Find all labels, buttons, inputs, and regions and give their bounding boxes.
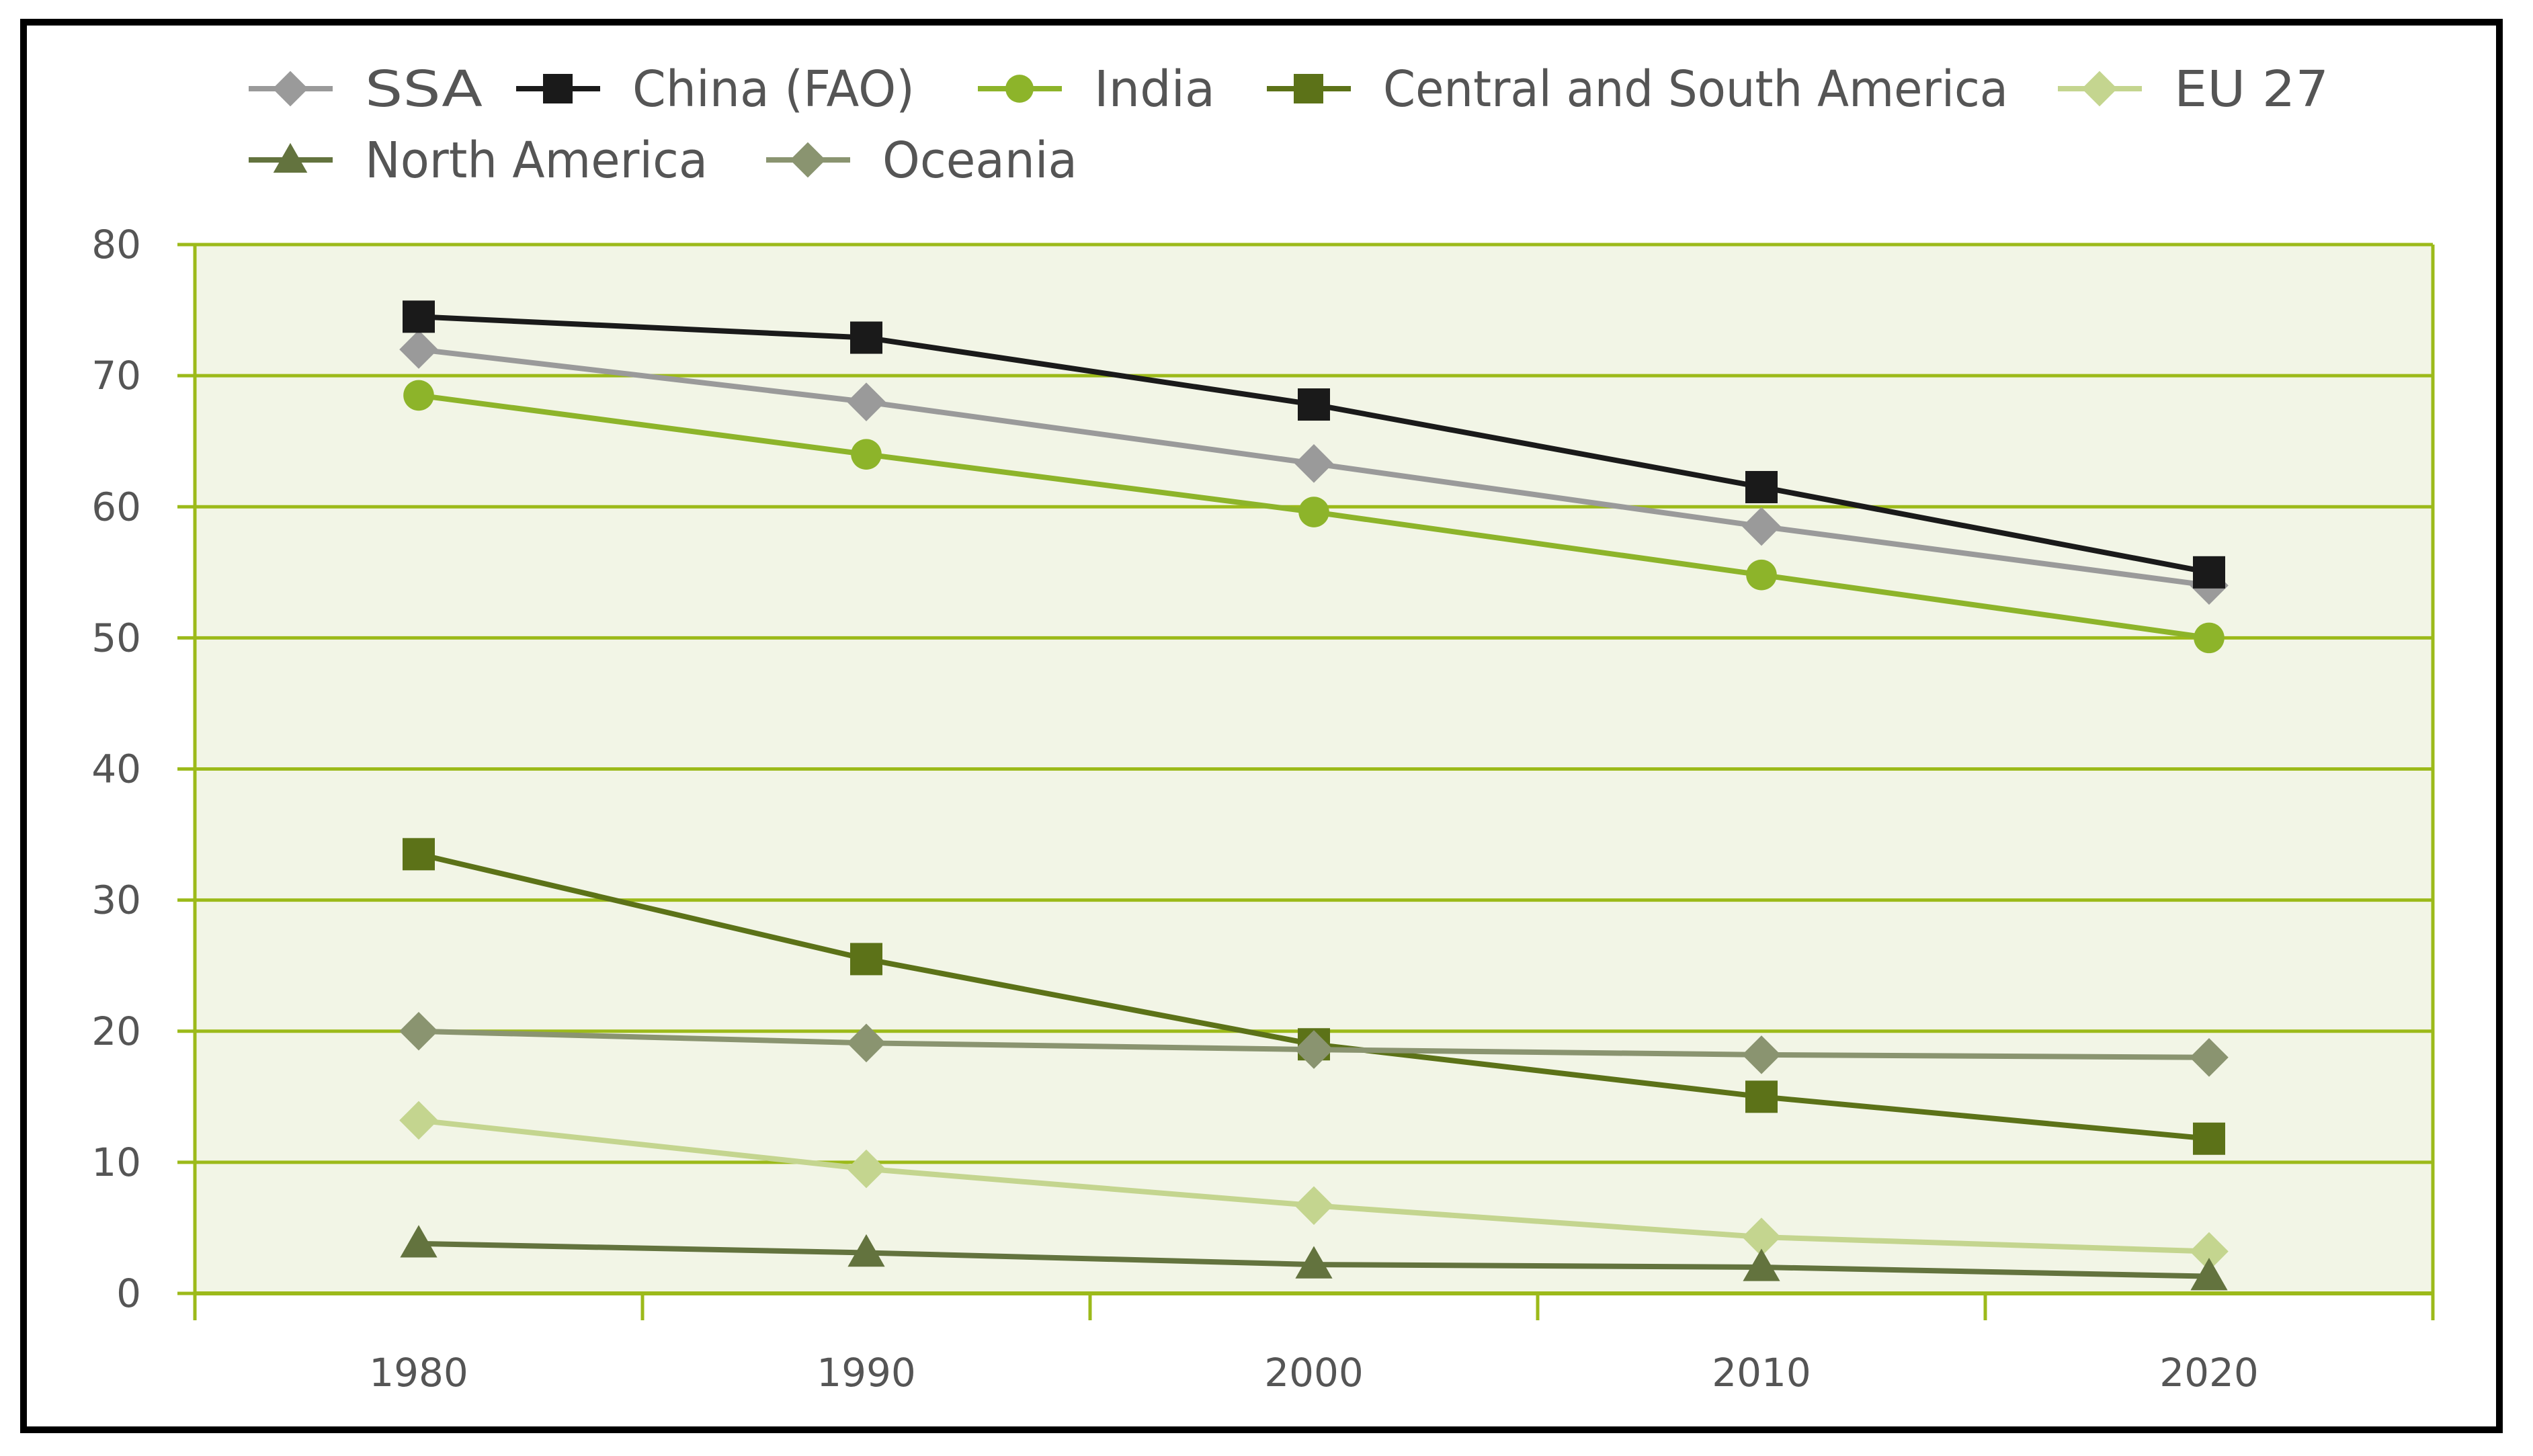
data-point-china-fao-1990 [850, 321, 882, 354]
data-point-china-fao-1980 [403, 300, 435, 333]
legend-marker-oceania [790, 142, 826, 178]
data-point-eu-27-2020 [2190, 1232, 2229, 1271]
x-tick-label: 2010 [1712, 1350, 1811, 1396]
data-point-eu-27-1990 [847, 1149, 886, 1189]
data-point-china-fao-2000 [1298, 388, 1330, 421]
data-point-eu-27-1980 [399, 1101, 438, 1140]
data-point-central-and-south-america-2010 [1745, 1080, 1778, 1113]
series-eu-27 [399, 1101, 2229, 1271]
data-point-ssa-2010 [1742, 507, 1781, 546]
legend-label: EU 27 [2174, 60, 2329, 118]
data-point-india-1990 [851, 439, 882, 470]
legend-marker-ssa [272, 71, 308, 107]
legend-label: Central and South America [1383, 60, 2008, 118]
series-layer [399, 300, 2229, 1291]
y-tick-label: 20 [91, 1009, 141, 1054]
data-point-central-and-south-america-2020 [2193, 1122, 2225, 1155]
legend-item-ssa: SSA [249, 60, 483, 118]
data-point-china-fao-2010 [1745, 470, 1778, 503]
y-tick-label: 60 [91, 484, 141, 529]
data-point-india-2010 [1746, 559, 1777, 591]
data-point-china-fao-2020 [2193, 556, 2225, 589]
series-india [403, 380, 2225, 654]
x-tick-label: 1980 [369, 1350, 468, 1396]
legend-item-china-fao: China (FAO) [516, 60, 915, 118]
data-point-eu-27-2000 [1294, 1186, 1333, 1226]
data-point-oceania-1990 [847, 1023, 886, 1063]
legend: SSA China (FAO) India Central and South Ame… [249, 60, 2329, 189]
legend-marker-north-america [273, 142, 308, 173]
y-tick-label: 0 [116, 1271, 141, 1316]
legend-label: SSA [365, 60, 483, 118]
data-point-ssa-1980 [399, 330, 438, 369]
legend-item-central-and-south-america: Central and South America [1267, 60, 2008, 118]
series-china-fao [403, 300, 2225, 589]
data-point-north-america-1980 [400, 1225, 438, 1258]
data-point-india-1980 [403, 380, 434, 411]
data-point-ssa-2000 [1294, 444, 1333, 483]
x-tick-label: 2000 [1264, 1350, 1364, 1396]
legend-marker-central-and-south-america [1294, 74, 1323, 103]
data-point-ssa-1990 [847, 382, 886, 421]
data-point-eu-27-2010 [1742, 1217, 1781, 1256]
data-point-north-america-2000 [1295, 1246, 1333, 1279]
y-tick-label: 50 [91, 615, 141, 660]
data-point-oceania-2010 [1742, 1035, 1781, 1074]
data-point-oceania-2000 [1294, 1030, 1333, 1069]
data-point-north-america-1990 [847, 1234, 885, 1267]
data-point-north-america-2020 [2190, 1258, 2228, 1291]
x-tick-label: 1990 [817, 1350, 916, 1396]
legend-label: China (FAO) [632, 60, 915, 118]
data-point-central-and-south-america-1990 [850, 943, 882, 976]
y-tick-label: 30 [91, 877, 141, 923]
data-point-oceania-2020 [2190, 1037, 2229, 1077]
y-tick-label: 80 [91, 222, 141, 267]
data-point-india-2020 [2194, 622, 2225, 654]
legend-item-eu-27: EU 27 [2058, 60, 2329, 118]
data-point-oceania-1980 [399, 1011, 438, 1051]
legend-marker-eu-27 [2081, 71, 2118, 107]
legend-marker-china-fao [543, 74, 573, 103]
data-point-north-america-2010 [1743, 1248, 1780, 1281]
legend-marker-india [1005, 75, 1034, 103]
axes: 0 10 20 30 40 50 60 70 80 1980 1990 2000 2010 2020 [91, 222, 2435, 1396]
legend-item-oceania: Oceania [766, 132, 1077, 189]
data-point-central-and-south-america-1980 [403, 838, 435, 871]
series-north-america [400, 1225, 2228, 1291]
legend-item-north-america: North America [249, 132, 708, 189]
legend-label: North America [365, 132, 708, 189]
y-tick-label: 70 [91, 353, 141, 398]
legend-item-india: India [978, 60, 1215, 118]
data-point-india-2000 [1298, 497, 1329, 527]
y-tick-label: 10 [91, 1140, 141, 1185]
y-tick-label: 40 [91, 746, 141, 792]
legend-label: India [1094, 60, 1215, 118]
legend-label: Oceania [882, 132, 1077, 189]
series-oceania [399, 1011, 2229, 1077]
x-tick-label: 2020 [2159, 1350, 2259, 1396]
